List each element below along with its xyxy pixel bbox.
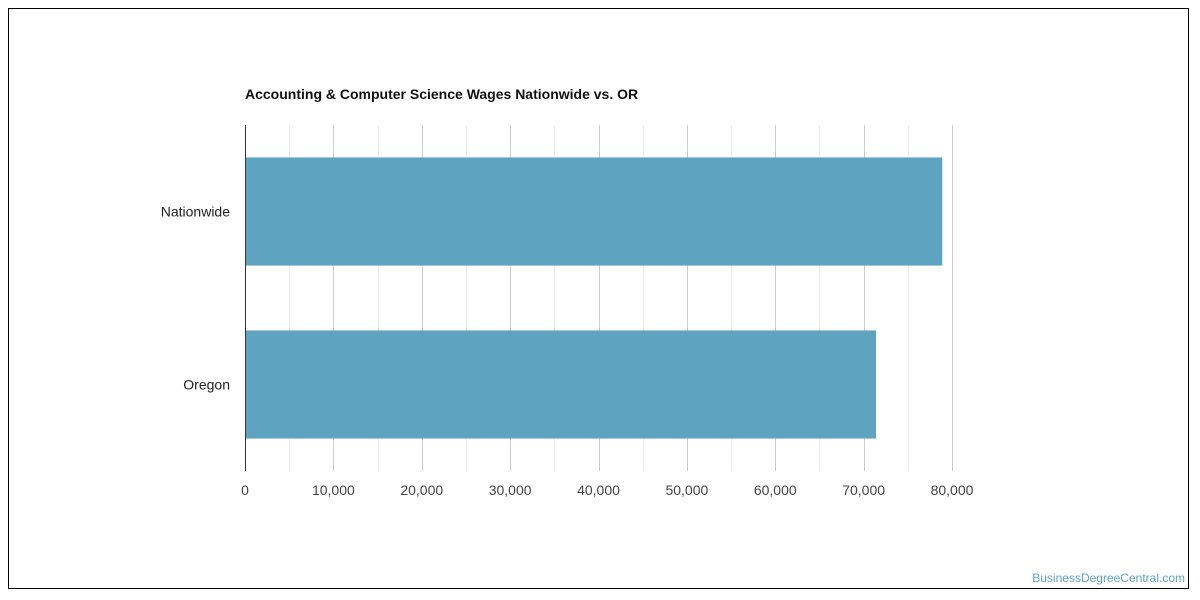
watermark: BusinessDegreeCentral.com bbox=[1032, 571, 1185, 585]
x-tick-label: 70,000 bbox=[842, 482, 885, 498]
x-tick-label: 20,000 bbox=[400, 482, 443, 498]
x-tick-label: 10,000 bbox=[312, 482, 355, 498]
chart-title: Accounting & Computer Science Wages Nati… bbox=[245, 86, 639, 102]
category-label: Oregon bbox=[183, 377, 230, 393]
bar-nationwide bbox=[245, 157, 943, 266]
x-tick-label: 80,000 bbox=[931, 482, 974, 498]
x-tick-label: 50,000 bbox=[665, 482, 708, 498]
x-tick-label: 60,000 bbox=[754, 482, 797, 498]
x-axis-tick-labels: 0 10,000 20,000 30,000 40,000 50,000 60,000 70,… bbox=[241, 482, 974, 498]
x-tick-label: 30,000 bbox=[489, 482, 532, 498]
x-tick-label: 0 bbox=[241, 482, 249, 498]
category-label: Nationwide bbox=[161, 204, 230, 220]
x-tick-label: 40,000 bbox=[577, 482, 620, 498]
bars bbox=[245, 157, 943, 439]
y-axis-category-labels: Nationwide Oregon bbox=[161, 204, 230, 393]
chart-frame bbox=[8, 8, 1189, 589]
bar-oregon bbox=[245, 330, 876, 439]
